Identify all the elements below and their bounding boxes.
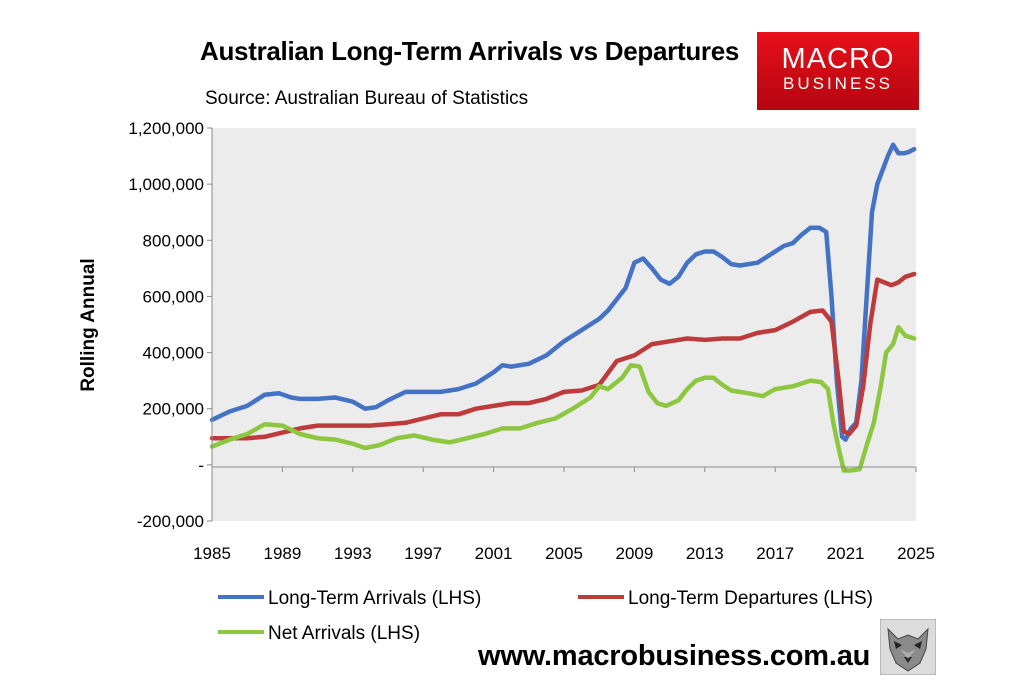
legend-label-net: Net Arrivals (LHS) (268, 623, 420, 644)
legend-label-departures: Long-Term Departures (LHS) (628, 588, 873, 609)
wolf-logo-icon (880, 619, 936, 675)
x-tick-label: 1985 (193, 544, 231, 563)
y-tick-label: 400,000 (143, 344, 204, 363)
y-tick-label: 200,000 (143, 400, 204, 419)
footer-url[interactable]: www.macrobusiness.com.au (478, 640, 871, 672)
series-line-1 (209, 271, 917, 441)
x-tick-label: 2009 (615, 544, 653, 563)
y-tick-label: 1,200,000 (128, 119, 204, 138)
tick-layer: 1,200,000 1,000,000 800,000 600,000 400,000 2… (128, 119, 935, 563)
series-layer (209, 142, 917, 473)
y-axis-label: Rolling Annual (78, 258, 99, 391)
x-tick-label: 1989 (263, 544, 301, 563)
logo-line-1: MACRO (781, 43, 895, 75)
legend-label-arrivals: Long-Term Arrivals (LHS) (268, 588, 481, 609)
y-tick-label: -200,000 (137, 512, 204, 531)
chart-title: Australian Long-Term Arrivals vs Departu… (200, 36, 740, 66)
legend: Long-Term Arrivals (LHS) Long-Term Depar… (218, 588, 873, 644)
x-tick-label: 2001 (475, 544, 513, 563)
y-tick-label: 600,000 (143, 287, 204, 306)
x-tick-label: 1993 (334, 544, 372, 563)
x-tick-label: 2021 (827, 544, 865, 563)
y-tick-label: 1,000,000 (128, 175, 204, 194)
logo-line-2: BUSINESS (783, 74, 893, 93)
x-tick-label: 2017 (756, 544, 794, 563)
macro-business-logo: MACRO BUSINESS (757, 32, 919, 110)
plot-area (212, 128, 916, 521)
chart-subtitle: Source: Australian Bureau of Statistics (205, 88, 529, 109)
x-tick-label: 2013 (686, 544, 724, 563)
series-line-2 (209, 325, 917, 473)
y-tick-label: - (198, 456, 204, 475)
y-tick-label: 800,000 (143, 231, 204, 250)
x-tick-label: 1997 (404, 544, 442, 563)
x-tick-label: 2005 (545, 544, 583, 563)
x-tick-label: 2025 (897, 544, 935, 563)
